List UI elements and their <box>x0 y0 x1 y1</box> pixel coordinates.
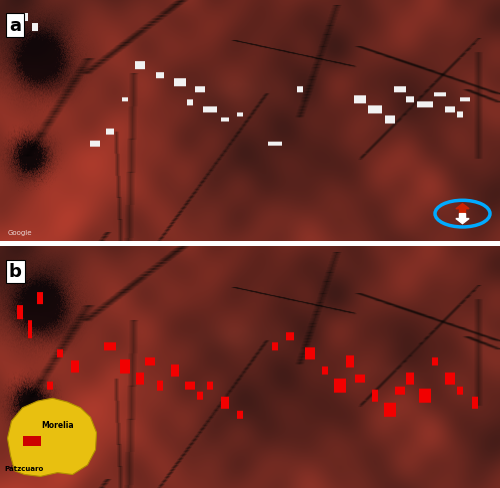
Text: Pátzcuaro: Pátzcuaro <box>4 465 44 471</box>
Bar <box>22 436 40 446</box>
FancyArrow shape <box>456 214 469 224</box>
Text: b: b <box>9 263 22 281</box>
Polygon shape <box>8 398 96 476</box>
FancyArrow shape <box>456 204 469 214</box>
Text: a: a <box>9 17 21 35</box>
Text: Morelia: Morelia <box>41 421 74 429</box>
Text: Google: Google <box>8 230 32 236</box>
